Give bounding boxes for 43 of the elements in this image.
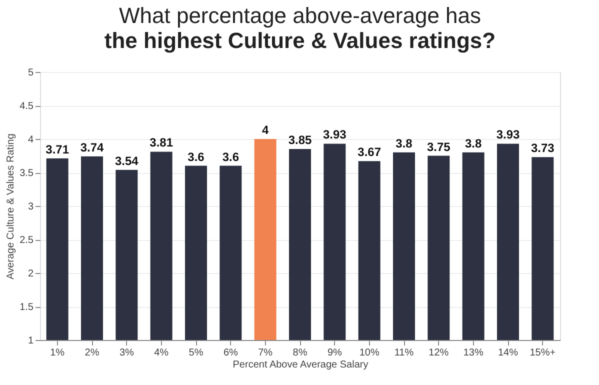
data-label: 3.81: [150, 136, 174, 150]
x-tick-label: 13%: [463, 348, 484, 358]
data-label: 3.8: [396, 136, 413, 150]
x-axis-title: Percent Above Average Salary: [232, 360, 368, 370]
x-tick-label: 15%+: [530, 348, 556, 358]
data-label: 3.8: [464, 136, 482, 150]
x-tick-label: 8%: [292, 348, 308, 358]
y-tick-label: 2.5: [20, 235, 34, 246]
x-tick-label: 14%: [498, 348, 518, 358]
x-tick-label: 10%: [359, 348, 380, 358]
x-tick-label: 12%: [428, 348, 449, 358]
data-label: 4: [262, 123, 269, 137]
y-tick-label: 1.5: [20, 302, 34, 313]
y-tick-label: 2: [28, 268, 34, 280]
x-tick-label: 7%: [258, 348, 273, 358]
x-tick-label: 5%: [188, 348, 204, 358]
x-tick-label: 3%: [119, 348, 134, 358]
x-tick-label: 9%: [327, 348, 342, 358]
chart-title: What percentage above-average has: [118, 3, 482, 28]
data-label: 3.71: [46, 142, 70, 156]
data-label: 3.73: [530, 141, 555, 156]
data-label: 3.85: [288, 133, 312, 148]
data-label: 3.93: [322, 128, 347, 142]
y-tick-label: 3: [28, 202, 34, 212]
y-tick-label: 1: [28, 336, 34, 346]
y-tick-label: 4.5: [20, 101, 34, 112]
x-tick-label: 11%: [394, 348, 414, 358]
data-label: 3.75: [426, 140, 451, 154]
chart-subtitle: the highest Culture & Values ratings?: [104, 28, 496, 53]
data-label: 3.93: [496, 128, 520, 142]
y-axis-title: Average Culture & Values Rating: [6, 134, 17, 280]
data-label: 3.54: [114, 154, 139, 168]
x-tick-label: 6%: [223, 348, 238, 358]
y-tick-label: 3.5: [20, 168, 34, 179]
data-label: 3.6: [222, 150, 240, 164]
x-tick-label: 1%: [50, 348, 65, 358]
x-tick-label: 4%: [154, 348, 169, 358]
data-label: 3.67: [358, 145, 382, 160]
y-tick-label: 4: [28, 134, 34, 146]
y-tick-label: 5: [28, 68, 34, 78]
data-label: 3.74: [80, 140, 104, 154]
data-label: 3.6: [188, 150, 205, 164]
x-tick-label: 2%: [84, 348, 100, 358]
